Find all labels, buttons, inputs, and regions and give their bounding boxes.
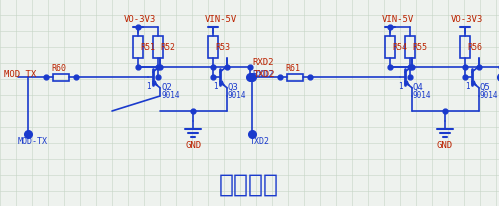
Text: Q3: Q3 xyxy=(228,82,239,91)
Text: 电平转换: 电平转换 xyxy=(219,172,279,196)
Text: Q5: Q5 xyxy=(480,82,491,91)
Bar xyxy=(460,37,470,59)
Text: VIN-5V: VIN-5V xyxy=(382,14,414,23)
Text: GND: GND xyxy=(185,141,201,150)
Text: 9014: 9014 xyxy=(161,91,180,100)
Text: R53: R53 xyxy=(215,43,230,52)
Text: 9014: 9014 xyxy=(480,91,499,100)
Text: R55: R55 xyxy=(412,43,427,52)
Text: RXD2: RXD2 xyxy=(252,58,273,67)
Text: 1: 1 xyxy=(398,82,403,91)
Text: VO-3V3: VO-3V3 xyxy=(124,14,156,23)
Text: R51: R51 xyxy=(140,43,155,52)
Text: TXD2: TXD2 xyxy=(254,70,275,79)
Bar xyxy=(287,74,303,81)
Text: R61: R61 xyxy=(285,64,300,73)
Text: GND: GND xyxy=(437,141,453,150)
Text: 1: 1 xyxy=(465,82,470,91)
Text: 9014: 9014 xyxy=(228,91,247,100)
Text: VO-3V3: VO-3V3 xyxy=(451,14,483,23)
Bar xyxy=(405,37,415,59)
Text: R52: R52 xyxy=(160,43,175,52)
Bar xyxy=(208,37,218,59)
Text: 1: 1 xyxy=(213,82,218,91)
Text: RXD2: RXD2 xyxy=(252,70,273,79)
Text: TXD2: TXD2 xyxy=(250,137,270,146)
Text: R60: R60 xyxy=(51,64,66,73)
Text: R54: R54 xyxy=(392,43,407,52)
Bar xyxy=(385,37,395,59)
Bar xyxy=(153,37,163,59)
Text: R56: R56 xyxy=(467,43,482,52)
Text: MOD TX: MOD TX xyxy=(4,70,36,79)
Text: MOD-TX: MOD-TX xyxy=(18,137,48,146)
Bar xyxy=(133,37,143,59)
Text: 9014: 9014 xyxy=(413,91,432,100)
Text: Q2: Q2 xyxy=(161,82,172,91)
Text: Q4: Q4 xyxy=(413,82,424,91)
Text: VIN-5V: VIN-5V xyxy=(205,14,237,23)
Text: 1: 1 xyxy=(146,82,151,91)
Bar xyxy=(53,74,69,81)
